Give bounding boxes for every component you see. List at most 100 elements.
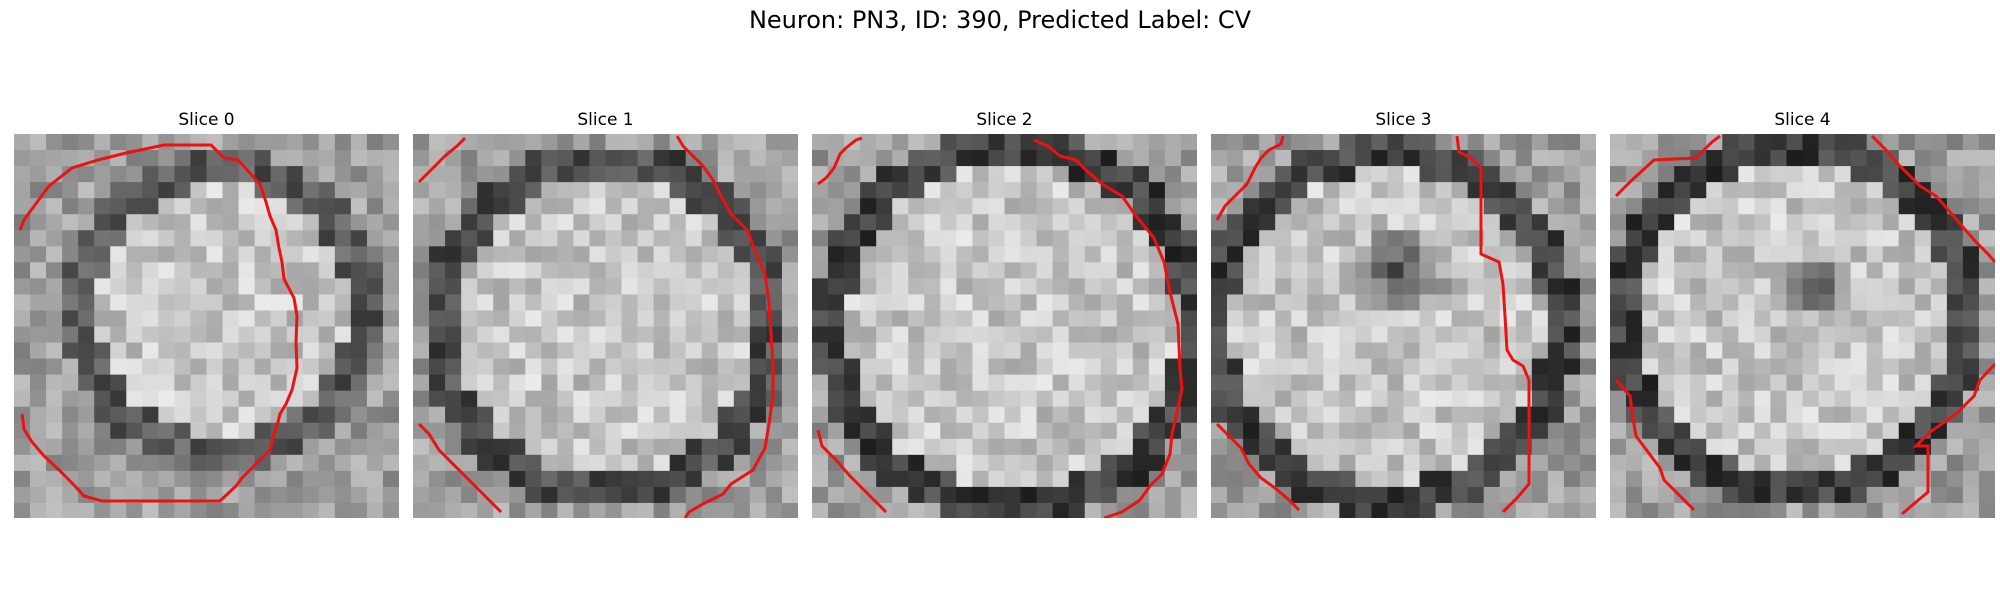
- pixel: [1483, 198, 1501, 215]
- pixel: [1850, 390, 1868, 408]
- pixel: [1467, 454, 1485, 472]
- pixel: [1148, 326, 1166, 344]
- pixel: [653, 150, 671, 167]
- pixel: [1946, 486, 1964, 504]
- pixel: [557, 486, 575, 504]
- pixel: [1579, 454, 1596, 472]
- pixel: [1211, 358, 1228, 376]
- pixel: [174, 198, 192, 215]
- pixel: [557, 470, 575, 488]
- pixel: [972, 342, 990, 360]
- pixel: [844, 150, 861, 167]
- pixel: [270, 294, 288, 312]
- pixel: [1866, 214, 1884, 231]
- pixel: [637, 150, 655, 167]
- pixel: [685, 166, 703, 183]
- pixel: [1770, 182, 1788, 199]
- pixel: [1116, 166, 1134, 183]
- pixel: [1355, 134, 1373, 151]
- pixel: [94, 262, 111, 279]
- pixel: [653, 278, 671, 296]
- pixel: [1866, 230, 1884, 247]
- pixel: [1004, 454, 1022, 472]
- pixel: [956, 134, 974, 151]
- slice-1-pixels: [413, 134, 798, 518]
- pixel: [988, 358, 1006, 376]
- pixel: [493, 134, 510, 151]
- pixel: [1866, 470, 1884, 488]
- pixel: [749, 374, 767, 392]
- pixel: [190, 326, 208, 344]
- pixel: [1116, 406, 1134, 424]
- pixel: [717, 230, 735, 247]
- pixel: [1355, 326, 1373, 344]
- pixel: [812, 294, 829, 312]
- pixel: [765, 502, 783, 518]
- pixel: [1243, 406, 1260, 424]
- pixel: [1052, 182, 1070, 199]
- pixel: [1355, 198, 1373, 215]
- pixel: [1786, 342, 1804, 360]
- pixel: [350, 278, 368, 296]
- pixel: [1834, 454, 1852, 472]
- pixel: [621, 246, 639, 263]
- pixel: [493, 422, 510, 440]
- pixel: [1946, 278, 1964, 296]
- pixel: [1914, 294, 1932, 312]
- pixel: [1674, 374, 1691, 392]
- pixel: [1754, 278, 1772, 296]
- pixel: [1690, 422, 1707, 440]
- pixel: [573, 470, 591, 488]
- pixel: [1116, 246, 1134, 263]
- pixel: [1706, 166, 1723, 183]
- pixel: [1227, 294, 1244, 312]
- pixel: [1435, 310, 1453, 328]
- pixel: [1738, 438, 1755, 456]
- pixel: [413, 246, 430, 263]
- pixel: [286, 182, 304, 199]
- pixel: [844, 390, 861, 408]
- pixel: [1275, 166, 1292, 183]
- pixel: [174, 438, 192, 456]
- pixel: [461, 326, 478, 344]
- pixel: [1642, 310, 1659, 328]
- pixel: [1770, 294, 1788, 312]
- pixel: [669, 310, 687, 328]
- pixel: [1451, 198, 1469, 215]
- pixel: [1531, 310, 1549, 328]
- pixel: [46, 454, 63, 472]
- pixel: [350, 454, 368, 472]
- pixel: [1339, 358, 1356, 376]
- pixel: [605, 406, 623, 424]
- pixel: [1068, 502, 1086, 518]
- pixel: [1738, 374, 1755, 392]
- pixel: [541, 134, 558, 151]
- pixel: [366, 454, 384, 472]
- pixel: [1148, 358, 1166, 376]
- pixel: [1898, 294, 1916, 312]
- pixel: [1004, 182, 1022, 199]
- pixel: [1339, 182, 1356, 199]
- pixel: [14, 358, 31, 376]
- pixel: [1786, 390, 1804, 408]
- pixel: [1148, 422, 1166, 440]
- pixel: [1467, 134, 1485, 151]
- pixel: [605, 150, 623, 167]
- pixel: [1946, 358, 1964, 376]
- pixel: [1036, 198, 1054, 215]
- pixel: [637, 374, 655, 392]
- pixel: [1435, 182, 1453, 199]
- pixel: [988, 422, 1006, 440]
- pixel: [318, 294, 336, 312]
- slice-2-contour-c: [816, 429, 888, 514]
- pixel: [1882, 262, 1900, 279]
- pixel: [126, 406, 143, 424]
- pixel: [509, 502, 526, 518]
- pixel: [701, 214, 719, 231]
- pixel: [1339, 486, 1356, 504]
- pixel: [1738, 390, 1755, 408]
- pixel: [1722, 438, 1739, 456]
- pixel: [1148, 486, 1166, 504]
- pixel: [1387, 294, 1405, 312]
- pixel: [1610, 438, 1627, 456]
